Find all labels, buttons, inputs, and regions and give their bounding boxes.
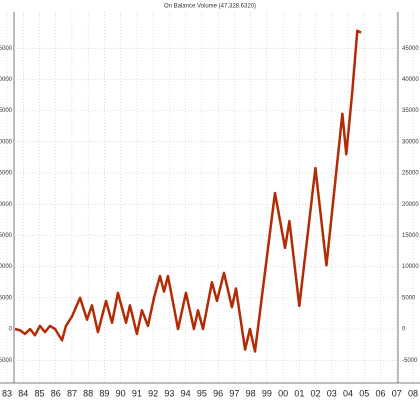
- x-tick-label: 86: [51, 388, 61, 398]
- x-tick-label: 93: [164, 388, 174, 398]
- x-tick-label: 97: [229, 388, 239, 398]
- y-tick-label-right: 20000: [402, 202, 419, 208]
- y-tick-label: 10000: [0, 264, 13, 270]
- chart-title: On Balance Volume (47,328.6320): [164, 4, 256, 10]
- x-tick-label: 84: [18, 388, 28, 398]
- x-tick-label: 85: [34, 388, 44, 398]
- x-tick-label: 95: [197, 388, 207, 398]
- y-tick-label-right: 45000: [402, 46, 419, 52]
- x-tick-label: 89: [99, 388, 109, 398]
- y-tick-label: 40000: [0, 77, 13, 83]
- y-tick-label: 20000: [0, 202, 13, 208]
- y-tick-label-right: 10000: [402, 264, 419, 270]
- y-tick-label: 25000: [0, 171, 13, 177]
- x-tick-label: 94: [181, 388, 191, 398]
- x-tick-label: 03: [327, 388, 337, 398]
- x-tick-label: 96: [213, 388, 223, 398]
- x-tick-label: 07: [392, 388, 402, 398]
- x-tick-label: 08: [408, 388, 418, 398]
- x-tick-label: 02: [311, 388, 321, 398]
- y-tick-label-right: 40000: [402, 77, 419, 83]
- y-tick-label-right: 5000: [402, 295, 416, 301]
- y-tick-label-right: 35000: [402, 108, 419, 114]
- x-tick-label: 87: [67, 388, 77, 398]
- y-tick-label-right: 25000: [402, 171, 419, 177]
- x-tick-label: 00: [278, 388, 288, 398]
- x-tick-label: 88: [83, 388, 93, 398]
- y-tick-label: 45000: [0, 46, 13, 52]
- y-tick-label: -5000: [0, 358, 13, 364]
- x-tick-label: 05: [359, 388, 369, 398]
- y-tick-label: 0: [9, 327, 13, 333]
- y-tick-label-right: 30000: [402, 139, 419, 145]
- x-tick-label: 98: [246, 388, 256, 398]
- x-tick-label: 06: [376, 388, 386, 398]
- x-tick-label: 99: [262, 388, 272, 398]
- x-tick-label: 91: [132, 388, 142, 398]
- y-tick-label-right: 0: [402, 327, 406, 333]
- y-tick-label: 30000: [0, 139, 13, 145]
- y-tick-label-right: 15000: [402, 233, 419, 239]
- y-tick-label: 5000: [0, 295, 13, 301]
- x-tick-label: 83: [2, 388, 12, 398]
- line-series: [14, 29, 362, 353]
- x-tick-label: 92: [148, 388, 158, 398]
- y-tick-label: 35000: [0, 108, 13, 114]
- y-tick-label: 15000: [0, 233, 13, 239]
- x-tick-label: 04: [343, 388, 353, 398]
- x-tick-label: 01: [294, 388, 304, 398]
- y-tick-label-right: -5000: [402, 358, 418, 364]
- x-tick-label: 90: [116, 388, 126, 398]
